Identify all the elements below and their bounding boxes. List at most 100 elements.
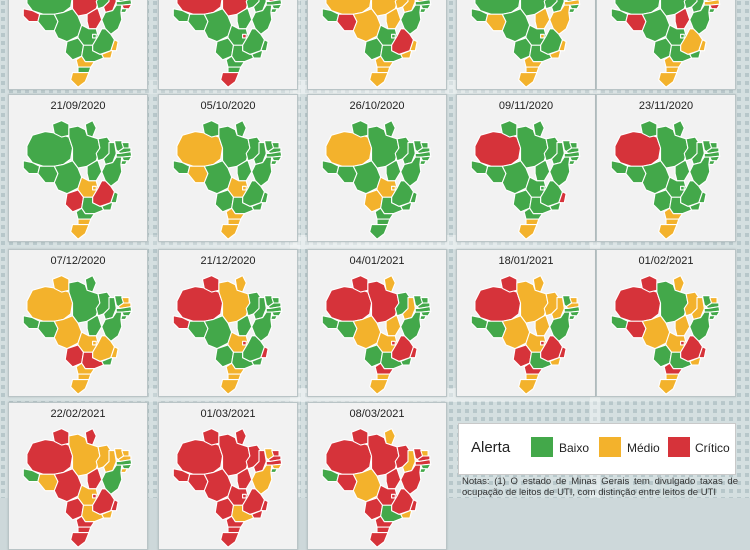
state-ba: [689, 156, 711, 187]
state-ba: [549, 311, 571, 342]
state-rn: [121, 449, 130, 457]
state-df: [540, 33, 545, 39]
state-se: [120, 160, 128, 165]
brazil-map: [172, 0, 283, 88]
state-rs: [220, 224, 240, 240]
state-se: [120, 315, 128, 320]
panel-date: 21/09/2020: [50, 100, 106, 112]
state-ba: [689, 311, 711, 342]
state-sc: [77, 373, 92, 381]
state-am: [176, 286, 224, 322]
map-panel: 22/02/2021: [8, 402, 148, 550]
state-se: [708, 8, 716, 13]
panel-date: 26/10/2020: [349, 100, 405, 112]
state-rn: [420, 141, 429, 149]
state-to: [385, 468, 402, 490]
state-es: [698, 39, 707, 52]
state-ba: [251, 464, 273, 495]
state-rn: [709, 296, 718, 304]
state-ba: [101, 311, 123, 342]
state-sc: [665, 218, 680, 226]
state-se: [270, 468, 278, 473]
brazil-map: [22, 0, 133, 88]
state-al: [121, 155, 133, 162]
state-rs: [70, 379, 90, 395]
state-al: [271, 310, 283, 317]
state-al: [709, 3, 721, 10]
state-ba: [400, 156, 422, 187]
state-to: [86, 468, 103, 490]
state-am: [26, 286, 74, 322]
legend-label-critico: Crítico: [695, 441, 730, 455]
state-es: [698, 191, 707, 204]
state-rs: [658, 379, 678, 395]
state-sc: [525, 66, 540, 74]
state-rn: [271, 449, 280, 457]
state-es: [558, 191, 567, 204]
state-to: [86, 315, 103, 337]
state-am: [176, 439, 224, 475]
state-es: [260, 39, 269, 52]
state-rn: [121, 296, 130, 304]
state-df: [92, 33, 97, 39]
state-al: [121, 463, 133, 470]
state-df: [391, 493, 396, 499]
brazil-map: [22, 120, 133, 240]
state-rs: [658, 72, 678, 88]
state-sc: [665, 66, 680, 74]
state-al: [271, 3, 283, 10]
legend-label-medio: Médio: [627, 441, 660, 455]
state-df: [92, 493, 97, 499]
state-se: [120, 468, 128, 473]
state-to: [236, 160, 253, 182]
state-rs: [220, 532, 240, 548]
state-sc: [227, 66, 242, 74]
map-panel: 07/12/2020: [8, 249, 148, 397]
state-es: [110, 191, 119, 204]
legend: Alerta Baixo Médio Crítico: [458, 423, 736, 475]
state-ba: [101, 156, 123, 187]
brazil-map: [321, 428, 432, 548]
state-df: [242, 33, 247, 39]
map-panel: 18/01/2021: [456, 249, 596, 397]
state-rn: [271, 141, 280, 149]
state-sc: [376, 526, 391, 534]
brazil-map: [172, 275, 283, 395]
state-to: [674, 315, 691, 337]
state-rs: [220, 379, 240, 395]
state-rn: [420, 449, 429, 457]
map-panel: 21/12/2020: [158, 249, 298, 397]
state-df: [242, 493, 247, 499]
state-to: [674, 8, 691, 30]
state-df: [540, 185, 545, 191]
state-se: [568, 160, 576, 165]
state-rn: [420, 296, 429, 304]
state-ba: [400, 464, 422, 495]
state-es: [110, 346, 119, 359]
state-es: [110, 39, 119, 52]
legend-title: Alerta: [471, 439, 511, 456]
state-ba: [101, 464, 123, 495]
map-panel: 09/11/2020: [456, 94, 596, 242]
state-se: [270, 8, 278, 13]
panel-date: 01/03/2021: [200, 408, 256, 420]
state-to: [385, 160, 402, 182]
state-rs: [518, 379, 538, 395]
legend-swatch-medio: [599, 437, 621, 457]
state-rn: [569, 141, 578, 149]
brazil-map: [22, 428, 133, 548]
state-rs: [518, 72, 538, 88]
brazil-map: [172, 428, 283, 548]
state-df: [680, 33, 685, 39]
brazil-map: [470, 275, 581, 395]
state-rs: [369, 72, 389, 88]
state-se: [419, 160, 427, 165]
state-df: [680, 340, 685, 346]
brazil-map: [610, 0, 721, 88]
map-panel: 01/03/2021: [158, 402, 298, 550]
state-se: [708, 160, 716, 165]
state-am: [176, 131, 224, 167]
map-panel: [8, 0, 148, 90]
state-es: [558, 39, 567, 52]
state-rs: [369, 532, 389, 548]
